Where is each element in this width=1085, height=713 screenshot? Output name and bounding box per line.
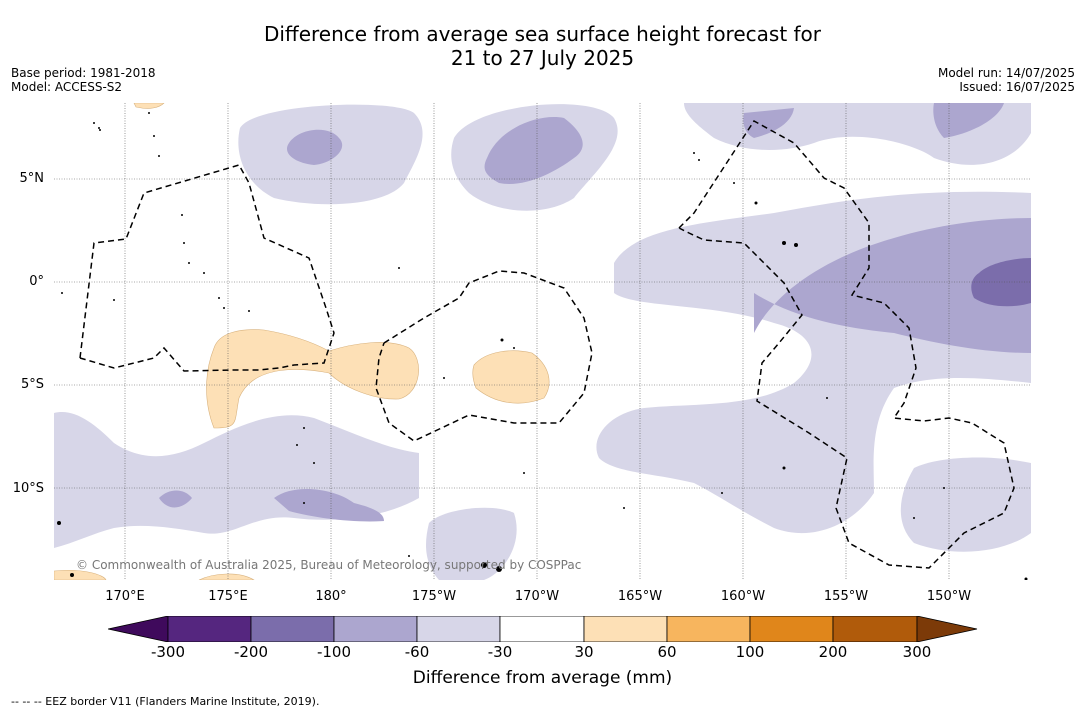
colorbar-segment-6	[583, 616, 668, 642]
islands	[57, 112, 1028, 580]
colorbar-segment-9	[832, 616, 918, 642]
colorbar-tick: -200	[233, 643, 269, 661]
meta-right: Model run: 14/07/2025 Issued: 16/07/2025	[938, 66, 1075, 94]
copyright-notice: © Commonwealth of Australia 2025, Bureau…	[76, 558, 582, 572]
colorbar-tick: 200	[818, 643, 848, 661]
map-svg	[54, 103, 1031, 580]
map-title-line-2: 21 to 27 July 2025	[450, 46, 635, 70]
map-title-line-1: Difference from average sea surface heig…	[263, 22, 822, 46]
colorbar-segment-1	[167, 616, 252, 642]
eez-footnote: -- -- -- EEZ border V11 (Flanders Marine…	[11, 695, 320, 708]
lat-label-5s: 5°S	[20, 377, 44, 392]
lon-label-170e: 170°E	[105, 589, 145, 604]
lon-label-155w: 155°W	[823, 589, 869, 604]
colorbar-segment-8	[749, 616, 834, 642]
issued-date: Issued: 16/07/2025	[959, 80, 1075, 94]
graticule	[54, 103, 1031, 580]
colorbar-segment-2	[250, 616, 335, 642]
colorbar-tick: 100	[735, 643, 765, 661]
meta-left: Base period: 1981-2018 Model: ACCESS-S2	[11, 66, 156, 94]
map-panel: © Commonwealth of Australia 2025, Bureau…	[54, 103, 1031, 580]
lon-label-180: 180°	[315, 589, 347, 604]
lat-label-10s: 10°S	[12, 481, 44, 496]
colorbar-segment-7	[666, 616, 751, 642]
colorbar-tick: 300	[902, 643, 932, 661]
colorbar-tick: -30	[487, 643, 513, 661]
colorbar-title: Difference from average (mm)	[412, 668, 673, 688]
lon-label-175e: 175°E	[208, 589, 248, 604]
colorbar-tick: -100	[316, 643, 352, 661]
anomaly-dark-purple	[971, 258, 1031, 307]
model-name: Model: ACCESS-S2	[11, 80, 123, 94]
colorbar-segment-5	[499, 616, 585, 642]
colorbar-tick: -300	[150, 643, 186, 661]
anomaly-medium-lavender	[159, 103, 1031, 522]
colorbar-low-arrow	[108, 616, 169, 642]
colorbar-segment-4	[416, 616, 501, 642]
anomaly-peach	[54, 103, 550, 580]
colorbar-tick: -60	[404, 643, 430, 661]
base-period: Base period: 1981-2018	[11, 66, 156, 80]
eez-borders	[79, 120, 1015, 569]
lon-label-165w: 165°W	[617, 589, 663, 604]
colorbar-high-arrow	[916, 616, 978, 642]
colorbar	[108, 616, 978, 642]
colorbar-tick: 60	[657, 643, 677, 661]
model-run: Model run: 14/07/2025	[937, 66, 1075, 80]
lon-label-170w: 170°W	[514, 589, 560, 604]
lon-label-175w: 175°W	[411, 589, 457, 604]
lat-label-5n: 5°N	[19, 171, 45, 186]
colorbar-tick: 30	[574, 643, 594, 661]
lat-label-0: 0°	[29, 274, 44, 289]
colorbar-segment-3	[333, 616, 418, 642]
lon-label-150w: 150°W	[926, 589, 972, 604]
lon-label-160w: 160°W	[720, 589, 766, 604]
